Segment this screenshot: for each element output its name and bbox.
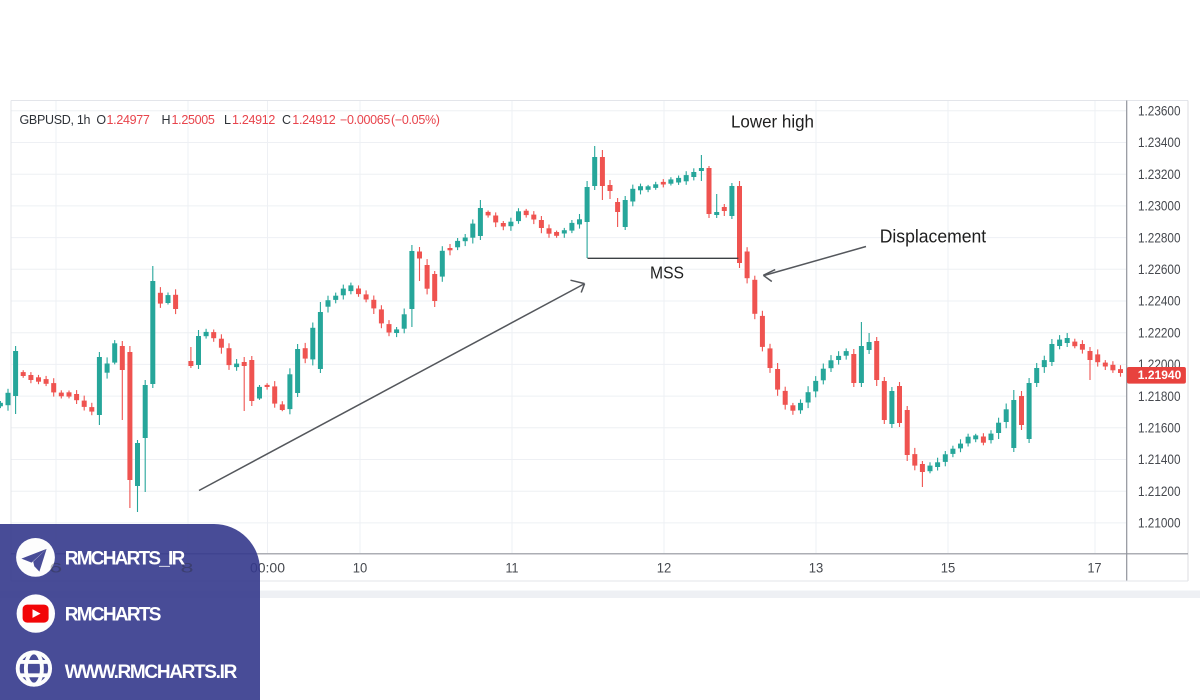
svg-text:8: 8 bbox=[181, 561, 194, 576]
svg-text:1.21000: 1.21000 bbox=[1138, 516, 1181, 531]
svg-text:MSS: MSS bbox=[650, 262, 684, 282]
svg-text:RMCHARTS_IR: RMCHARTS_IR bbox=[65, 549, 186, 570]
svg-text:1.24912: 1.24912 bbox=[292, 113, 335, 127]
svg-text:15: 15 bbox=[941, 561, 956, 576]
svg-text:1.24977: 1.24977 bbox=[107, 113, 150, 127]
svg-text:11: 11 bbox=[506, 561, 519, 576]
svg-text:Displacement: Displacement bbox=[880, 227, 987, 247]
svg-text:GBPUSD, 1h: GBPUSD, 1h bbox=[20, 113, 91, 127]
svg-text:O: O bbox=[96, 113, 106, 127]
svg-text:1.21600: 1.21600 bbox=[1138, 421, 1181, 436]
svg-text:12: 12 bbox=[657, 561, 672, 576]
svg-text:(−0.05%): (−0.05%) bbox=[391, 113, 440, 127]
svg-text:6: 6 bbox=[50, 561, 63, 576]
svg-text:10: 10 bbox=[353, 561, 368, 576]
svg-text:WWW.RMCHARTS.IR: WWW.RMCHARTS.IR bbox=[65, 662, 238, 683]
svg-text:1.24912: 1.24912 bbox=[232, 113, 275, 127]
svg-text:1.23600: 1.23600 bbox=[1138, 104, 1181, 119]
svg-text:1.21200: 1.21200 bbox=[1138, 484, 1181, 499]
svg-text:1.22600: 1.22600 bbox=[1138, 262, 1181, 277]
svg-text:1.23000: 1.23000 bbox=[1138, 199, 1181, 214]
svg-text:−0.00065: −0.00065 bbox=[340, 113, 390, 127]
svg-text:13: 13 bbox=[809, 561, 824, 576]
svg-text:1.23400: 1.23400 bbox=[1138, 135, 1181, 150]
svg-text:H: H bbox=[162, 113, 171, 127]
svg-text:1.21940: 1.21940 bbox=[1138, 368, 1182, 382]
svg-text:1.22800: 1.22800 bbox=[1138, 230, 1181, 245]
svg-text:C: C bbox=[282, 113, 291, 127]
svg-text:Lower high: Lower high bbox=[731, 112, 814, 132]
svg-text:L: L bbox=[224, 113, 231, 127]
svg-text:1.22200: 1.22200 bbox=[1138, 325, 1181, 340]
svg-text:1.21400: 1.21400 bbox=[1138, 452, 1181, 467]
svg-text:17: 17 bbox=[1088, 561, 1102, 576]
svg-text:1.25005: 1.25005 bbox=[172, 113, 215, 127]
svg-text:1.22400: 1.22400 bbox=[1138, 294, 1181, 309]
svg-text:RMCHARTS: RMCHARTS bbox=[65, 605, 162, 626]
svg-text:1.21800: 1.21800 bbox=[1138, 389, 1181, 404]
svg-text:1.23200: 1.23200 bbox=[1138, 167, 1181, 182]
